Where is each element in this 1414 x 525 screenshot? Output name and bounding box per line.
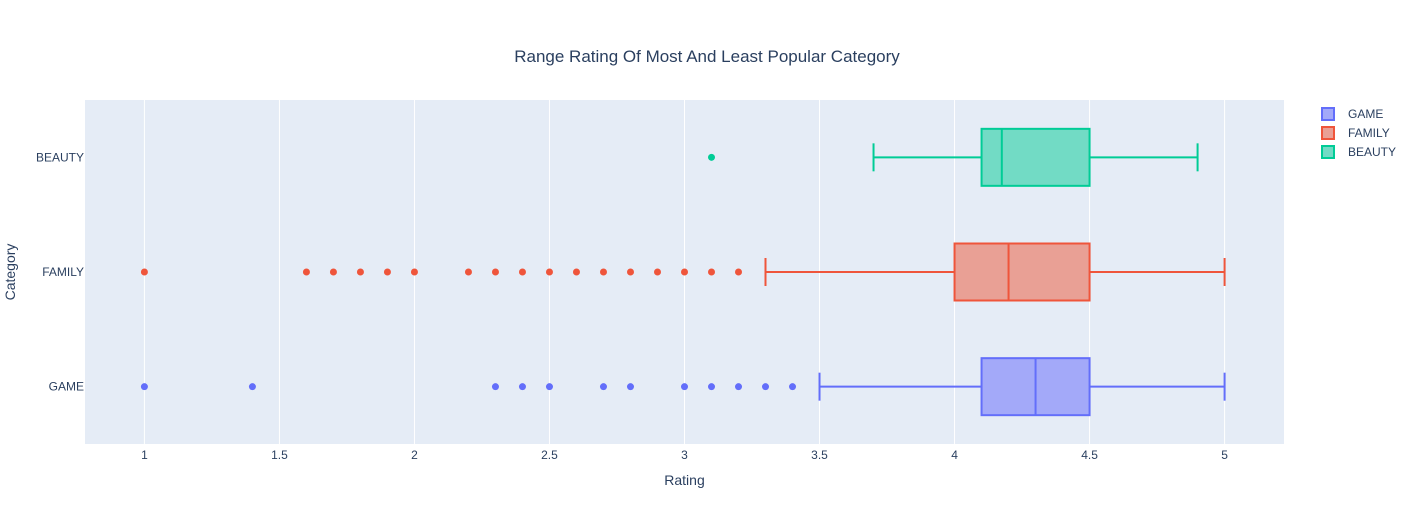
outlier-point — [410, 268, 418, 276]
legend-swatch — [1321, 126, 1335, 140]
outlier-point — [464, 268, 472, 276]
outlier-point — [518, 268, 526, 276]
legend-item-beauty: BEAUTY — [1321, 145, 1396, 159]
outlier-point — [545, 383, 553, 391]
outlier-point — [140, 268, 148, 276]
x-tick-label: 3 — [681, 448, 688, 462]
legend-label: BEAUTY — [1348, 145, 1396, 159]
y-tick-label: GAME — [49, 380, 84, 394]
x-tick-label: 4.5 — [1081, 448, 1098, 462]
outlier-point — [681, 268, 688, 276]
outlier-point — [572, 268, 580, 276]
x-axis-title: Rating — [664, 472, 704, 488]
outlier-point — [626, 268, 634, 276]
outlier-point — [735, 383, 743, 391]
y-axis-title: Category — [2, 244, 18, 301]
legend-swatch — [1321, 145, 1335, 159]
outlier-point — [545, 268, 553, 276]
legend-item-family: FAMILY — [1321, 126, 1390, 140]
x-tick-label: 4 — [951, 448, 958, 462]
x-tick-labels: 1 1.5 2 2.5 3 3.5 4 4.5 5 — [141, 448, 1228, 462]
outlier-point — [708, 153, 716, 161]
outlier-point — [383, 268, 391, 276]
legend-item-game: GAME — [1321, 107, 1383, 121]
outlier-point — [518, 383, 526, 391]
outlier-point — [735, 268, 743, 276]
outlier-point — [302, 268, 310, 276]
outlier-point — [599, 268, 607, 276]
legend-label: GAME — [1348, 107, 1383, 121]
outlier-point — [681, 383, 688, 391]
outlier-point — [789, 383, 797, 391]
y-tick-label: FAMILY — [42, 265, 84, 279]
outlier-point — [626, 383, 634, 391]
chart-title: Range Rating Of Most And Least Popular C… — [514, 47, 900, 66]
outlier-point — [708, 383, 716, 391]
y-tick-label: BEAUTY — [36, 150, 84, 164]
iqr-box — [953, 242, 1091, 302]
outlier-point — [140, 383, 148, 391]
x-tick-label: 1 — [141, 448, 148, 462]
outlier-point — [491, 268, 499, 276]
x-tick-label: 2 — [411, 448, 418, 462]
box-game — [140, 357, 1226, 417]
outlier-point — [599, 383, 607, 391]
x-tick-label: 5 — [1221, 448, 1228, 462]
outlier-point — [356, 268, 364, 276]
outlier-point — [248, 383, 256, 391]
outlier-point — [653, 268, 661, 276]
legend: GAME FAMILY BEAUTY — [1321, 107, 1396, 159]
legend-label: FAMILY — [1348, 126, 1390, 140]
box-family — [140, 242, 1226, 302]
outlier-point — [491, 383, 499, 391]
outlier-point — [329, 268, 337, 276]
outlier-point — [762, 383, 770, 391]
x-tick-label: 3.5 — [811, 448, 828, 462]
legend-swatch — [1321, 107, 1335, 121]
y-tick-labels: GAME FAMILY BEAUTY — [36, 150, 84, 393]
x-tick-label: 2.5 — [541, 448, 558, 462]
iqr-box — [980, 127, 1091, 187]
outlier-point — [708, 268, 716, 276]
box-series-group — [140, 127, 1226, 417]
x-tick-label: 1.5 — [271, 448, 288, 462]
box-beauty — [708, 127, 1199, 187]
